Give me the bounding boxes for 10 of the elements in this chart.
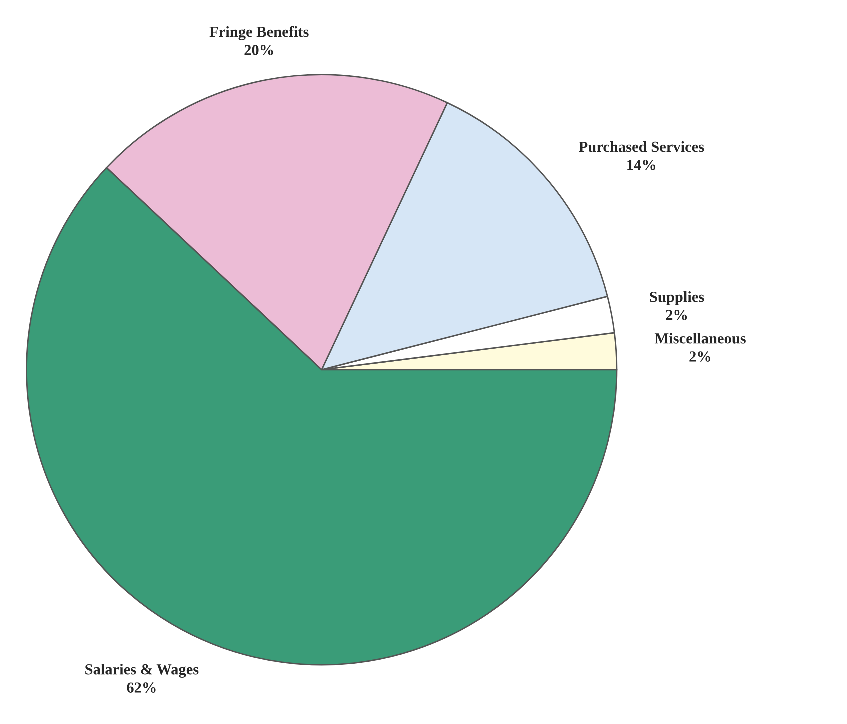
slice-label: Fringe Benefits — [210, 26, 309, 40]
data-label: 14% — [628, 160, 656, 170]
data-label: 2% — [666, 310, 688, 320]
data-label: 2% — [690, 352, 711, 362]
slice-label: Salaries & Wages — [86, 664, 199, 678]
slice-label: Supplies — [650, 292, 704, 306]
slice-label: Miscellaneous — [654, 333, 746, 344]
data-label: 62% — [127, 682, 156, 694]
data-label: 20% — [244, 45, 274, 56]
slice-label: Purchased Services — [579, 141, 704, 152]
